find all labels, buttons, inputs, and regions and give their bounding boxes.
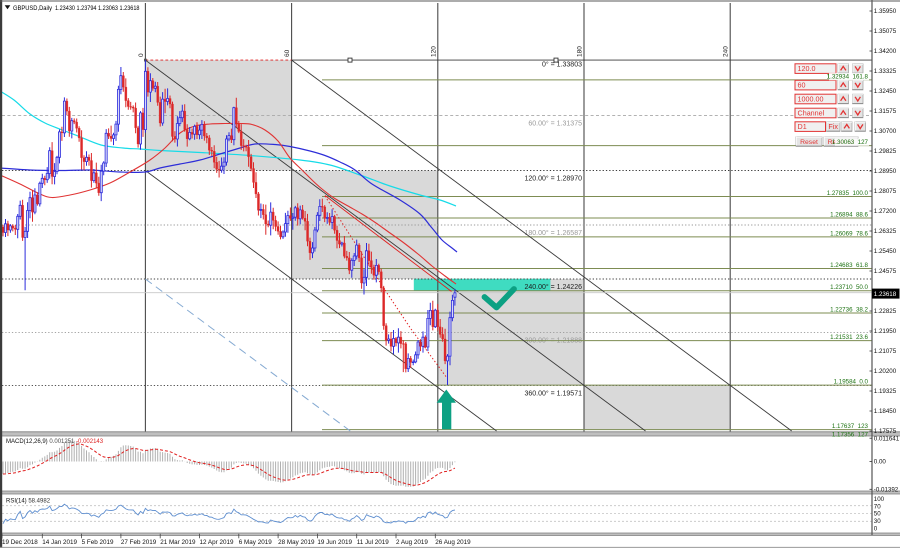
svg-text:50: 50: [874, 511, 881, 518]
svg-text:1.22736 38.2: 1.22736 38.2: [830, 306, 868, 313]
svg-text:6 May 2019: 6 May 2019: [239, 539, 272, 546]
svg-text:19 Dec 2018: 19 Dec 2018: [2, 539, 38, 546]
svg-text:11 Jul 2019: 11 Jul 2019: [357, 539, 390, 546]
svg-text:120.00° = 1.28970: 120.00° = 1.28970: [525, 175, 583, 183]
svg-text:1000.00: 1000.00: [798, 95, 824, 104]
svg-text:120.0: 120.0: [798, 64, 816, 73]
svg-text:1.17356 127: 1.17356 127: [832, 432, 869, 439]
svg-text:1.21950: 1.21950: [874, 328, 897, 335]
svg-text:GBPUSD,Daily: GBPUSD,Daily: [13, 5, 53, 12]
svg-text:1.25450: 1.25450: [874, 248, 897, 255]
svg-text:60: 60: [284, 49, 291, 57]
svg-text:2 Aug 2019: 2 Aug 2019: [396, 539, 428, 546]
svg-text:1.26894 88.6: 1.26894 88.6: [830, 211, 868, 218]
svg-text:1.21531 23.6: 1.21531 23.6: [830, 334, 868, 341]
svg-text:1.35075: 1.35075: [874, 28, 897, 35]
svg-text:360.00° = 1.19571: 360.00° = 1.19571: [525, 389, 583, 397]
svg-text:MACD(12,26,9) 0.001251 -0.0021: MACD(12,26,9) 0.001251 -0.002143: [6, 439, 104, 445]
svg-text:27 Feb 2019: 27 Feb 2019: [121, 539, 157, 546]
svg-text:1.24575: 1.24575: [874, 268, 897, 275]
svg-text:19 Jun 2019: 19 Jun 2019: [317, 539, 352, 546]
svg-text:5 Feb 2019: 5 Feb 2019: [82, 539, 114, 546]
svg-text:Fix: Fix: [828, 122, 838, 131]
svg-text:1.23430 1.23794 1.23063 1.2361: 1.23430 1.23794 1.23063 1.23618: [55, 5, 140, 12]
svg-text:1.17575: 1.17575: [874, 428, 897, 435]
svg-text:1.24683 61.8: 1.24683 61.8: [830, 262, 868, 269]
svg-text:12 Apr 2019: 12 Apr 2019: [200, 539, 234, 546]
svg-text:1.23710 50.0: 1.23710 50.0: [830, 284, 868, 291]
svg-text:120: 120: [430, 46, 437, 57]
svg-text:1.32934 161.8: 1.32934 161.8: [827, 74, 869, 81]
svg-text:240: 240: [723, 46, 730, 57]
svg-text:14 Jan 2019: 14 Jan 2019: [42, 539, 77, 546]
svg-text:30: 30: [874, 518, 881, 525]
svg-text:0.00: 0.00: [874, 459, 887, 466]
svg-text:1.20200: 1.20200: [874, 368, 897, 375]
svg-text:180.00° = 1.26587: 180.00° = 1.26587: [525, 229, 583, 237]
svg-text:1.23618: 1.23618: [874, 291, 897, 298]
svg-text:1.31575: 1.31575: [874, 108, 897, 115]
svg-text:240.00° = 1.24226: 240.00° = 1.24226: [525, 283, 583, 291]
svg-text:28 May 2019: 28 May 2019: [278, 539, 315, 546]
svg-text:1.27835 100.0: 1.27835 100.0: [827, 190, 869, 197]
svg-text:21 Mar 2019: 21 Mar 2019: [160, 539, 196, 546]
svg-text:1.18450: 1.18450: [874, 408, 897, 415]
svg-text:1.21075: 1.21075: [874, 348, 897, 355]
svg-text:Reset: Reset: [800, 139, 818, 146]
svg-text:60: 60: [798, 81, 806, 90]
svg-text:1.17637 123: 1.17637 123: [832, 423, 869, 430]
svg-text:1.28950: 1.28950: [874, 168, 897, 175]
svg-text:0: 0: [138, 53, 145, 57]
svg-text:180: 180: [577, 46, 584, 57]
svg-text:1.26325: 1.26325: [874, 228, 897, 235]
svg-text:Channel: Channel: [798, 109, 825, 118]
svg-text:-0.01392: -0.01392: [874, 487, 899, 494]
svg-text:0: 0: [874, 526, 878, 533]
svg-text:1.30700: 1.30700: [874, 128, 897, 135]
svg-text:1.28075: 1.28075: [874, 188, 897, 195]
svg-text:1.34200: 1.34200: [874, 48, 897, 55]
svg-text:1.33325: 1.33325: [874, 68, 897, 75]
svg-text:1.26069 78.6: 1.26069 78.6: [830, 230, 868, 237]
svg-text:1.19584 0.0: 1.19584 0.0: [834, 379, 869, 386]
svg-text:RSI(14) 58.4982: RSI(14) 58.4982: [6, 499, 51, 505]
svg-text:1.35950: 1.35950: [874, 8, 897, 15]
svg-text:26 Aug 2019: 26 Aug 2019: [435, 539, 471, 546]
svg-text:1.29825: 1.29825: [874, 148, 897, 155]
svg-text:D1: D1: [798, 122, 807, 131]
svg-text:70: 70: [874, 503, 881, 510]
svg-text:60.00° = 1.31375: 60.00° = 1.31375: [528, 120, 582, 128]
svg-text:0.011641: 0.011641: [874, 435, 900, 442]
svg-text:1.30063 127: 1.30063 127: [832, 139, 869, 146]
svg-text:1.27200: 1.27200: [874, 208, 897, 215]
svg-text:0° = 1.33803: 0° = 1.33803: [542, 60, 582, 68]
svg-text:100: 100: [874, 496, 885, 503]
svg-text:1.22825: 1.22825: [874, 308, 897, 315]
svg-text:1.32450: 1.32450: [874, 88, 897, 95]
svg-text:1.19325: 1.19325: [874, 388, 897, 395]
